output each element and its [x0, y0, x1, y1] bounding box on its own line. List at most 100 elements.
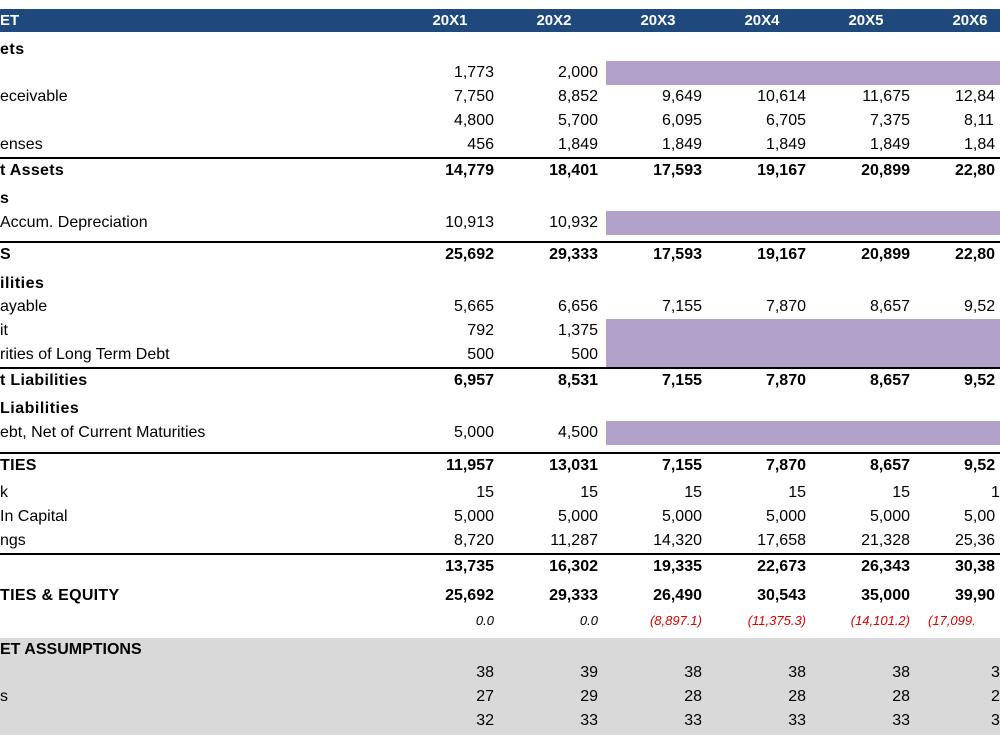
value-cell[interactable]: 5,700: [557, 112, 598, 129]
value-cell[interactable]: 1,375: [557, 322, 598, 339]
value-cell[interactable]: 21,328: [861, 532, 910, 549]
value-cell[interactable]: 3: [991, 712, 1000, 729]
value-cell[interactable]: 1,773: [453, 64, 494, 81]
value-cell[interactable]: [606, 187, 710, 211]
value-cell[interactable]: 1: [991, 484, 1000, 501]
row-label[interactable]: eceivable: [0, 88, 68, 105]
value-cell[interactable]: 5,00: [964, 508, 996, 525]
value-cell[interactable]: 13,031: [549, 457, 598, 474]
value-cell[interactable]: [814, 187, 918, 211]
value-cell[interactable]: (8,897.1): [649, 613, 702, 628]
value-cell[interactable]: 19,167: [757, 246, 806, 263]
input-cell[interactable]: [710, 61, 814, 85]
value-cell[interactable]: 0.0: [475, 613, 494, 628]
row-label[interactable]: ayable: [0, 298, 48, 315]
row-label[interactable]: enses: [0, 136, 43, 153]
value-cell[interactable]: [398, 38, 502, 62]
value-cell[interactable]: 30,543: [757, 587, 806, 604]
row-label[interactable]: TIES & EQUITY: [0, 587, 120, 604]
input-cell[interactable]: [606, 61, 710, 85]
value-cell[interactable]: 28: [788, 688, 806, 705]
value-cell[interactable]: 1,849: [661, 136, 702, 153]
input-cell[interactable]: [606, 343, 710, 367]
row-label[interactable]: ebt, Net of Current Maturities: [0, 424, 206, 441]
year-header-20x4[interactable]: 20X4: [744, 12, 780, 29]
value-cell[interactable]: 29: [580, 688, 598, 705]
value-cell[interactable]: 7,375: [869, 112, 910, 129]
value-cell[interactable]: 7,155: [661, 457, 702, 474]
value-cell[interactable]: [502, 38, 606, 62]
value-cell[interactable]: [814, 638, 918, 662]
row-label[interactable]: ngs: [0, 532, 26, 549]
value-cell[interactable]: 9,52: [964, 457, 996, 474]
value-cell[interactable]: 33: [580, 712, 598, 729]
value-cell[interactable]: 39,90: [955, 587, 996, 604]
value-cell[interactable]: [606, 272, 710, 296]
value-cell[interactable]: 33: [892, 712, 910, 729]
value-cell[interactable]: [710, 638, 814, 662]
value-cell[interactable]: 6,095: [661, 112, 702, 129]
value-cell[interactable]: 25,692: [445, 587, 494, 604]
year-header-20x5[interactable]: 20X5: [848, 12, 884, 29]
input-cell[interactable]: [606, 319, 710, 343]
value-cell[interactable]: 29,333: [549, 587, 598, 604]
value-cell[interactable]: 38: [788, 664, 806, 681]
value-cell[interactable]: (14,101.2): [850, 613, 910, 628]
value-cell[interactable]: 17,658: [757, 532, 806, 549]
value-cell[interactable]: 29,333: [549, 246, 598, 263]
value-cell[interactable]: 22,80: [955, 162, 996, 179]
value-cell[interactable]: 5,000: [869, 508, 910, 525]
value-cell[interactable]: 792: [467, 322, 494, 339]
value-cell[interactable]: [398, 638, 502, 662]
value-cell[interactable]: 38: [684, 664, 702, 681]
value-cell[interactable]: 1,84: [964, 136, 996, 153]
input-cell[interactable]: [710, 211, 814, 235]
value-cell[interactable]: 12,84: [955, 88, 996, 105]
value-cell[interactable]: [606, 638, 710, 662]
input-cell[interactable]: [918, 421, 1000, 445]
value-cell[interactable]: 28: [684, 688, 702, 705]
value-cell[interactable]: 10,932: [549, 214, 598, 231]
value-cell[interactable]: 25,36: [955, 532, 996, 549]
row-label[interactable]: rities of Long Term Debt: [0, 346, 170, 363]
value-cell[interactable]: 22,673: [757, 558, 806, 575]
row-label[interactable]: In Capital: [0, 508, 68, 525]
value-cell[interactable]: 17,593: [653, 246, 702, 263]
value-cell[interactable]: 10,614: [757, 88, 806, 105]
value-cell[interactable]: 30,38: [955, 558, 996, 575]
value-cell[interactable]: [814, 38, 918, 62]
value-cell[interactable]: 19,335: [653, 558, 702, 575]
value-cell[interactable]: 20,899: [861, 246, 910, 263]
value-cell[interactable]: (11,375.3): [747, 613, 806, 628]
value-cell[interactable]: [710, 397, 814, 421]
value-cell[interactable]: 5,000: [765, 508, 806, 525]
value-cell[interactable]: [502, 638, 606, 662]
value-cell[interactable]: 5,000: [453, 424, 494, 441]
row-label[interactable]: s: [0, 688, 8, 705]
value-cell[interactable]: 9,52: [964, 298, 996, 315]
value-cell[interactable]: 8,657: [869, 457, 910, 474]
value-cell[interactable]: [502, 272, 606, 296]
value-cell[interactable]: 1,849: [869, 136, 910, 153]
value-cell[interactable]: 8,657: [869, 298, 910, 315]
value-cell[interactable]: 19,167: [757, 162, 806, 179]
value-cell[interactable]: 35,000: [861, 587, 910, 604]
input-cell[interactable]: [710, 343, 814, 367]
input-cell[interactable]: [814, 61, 918, 85]
value-cell[interactable]: 14,779: [445, 162, 494, 179]
value-cell[interactable]: [606, 397, 710, 421]
value-cell[interactable]: 7,870: [765, 457, 806, 474]
row-label[interactable]: s: [0, 190, 10, 207]
value-cell[interactable]: 11,675: [862, 88, 910, 105]
value-cell[interactable]: 6,705: [765, 112, 806, 129]
row-label[interactable]: Liabilities: [0, 400, 80, 417]
value-cell[interactable]: [710, 272, 814, 296]
input-cell[interactable]: [918, 343, 1000, 367]
value-cell[interactable]: 0.0: [579, 613, 598, 628]
value-cell[interactable]: 25,692: [445, 246, 494, 263]
value-cell[interactable]: 3: [991, 664, 1000, 681]
value-cell[interactable]: 11,957: [445, 457, 494, 474]
input-cell[interactable]: [814, 421, 918, 445]
value-cell[interactable]: 10,913: [445, 214, 494, 231]
value-cell[interactable]: [918, 38, 1000, 62]
